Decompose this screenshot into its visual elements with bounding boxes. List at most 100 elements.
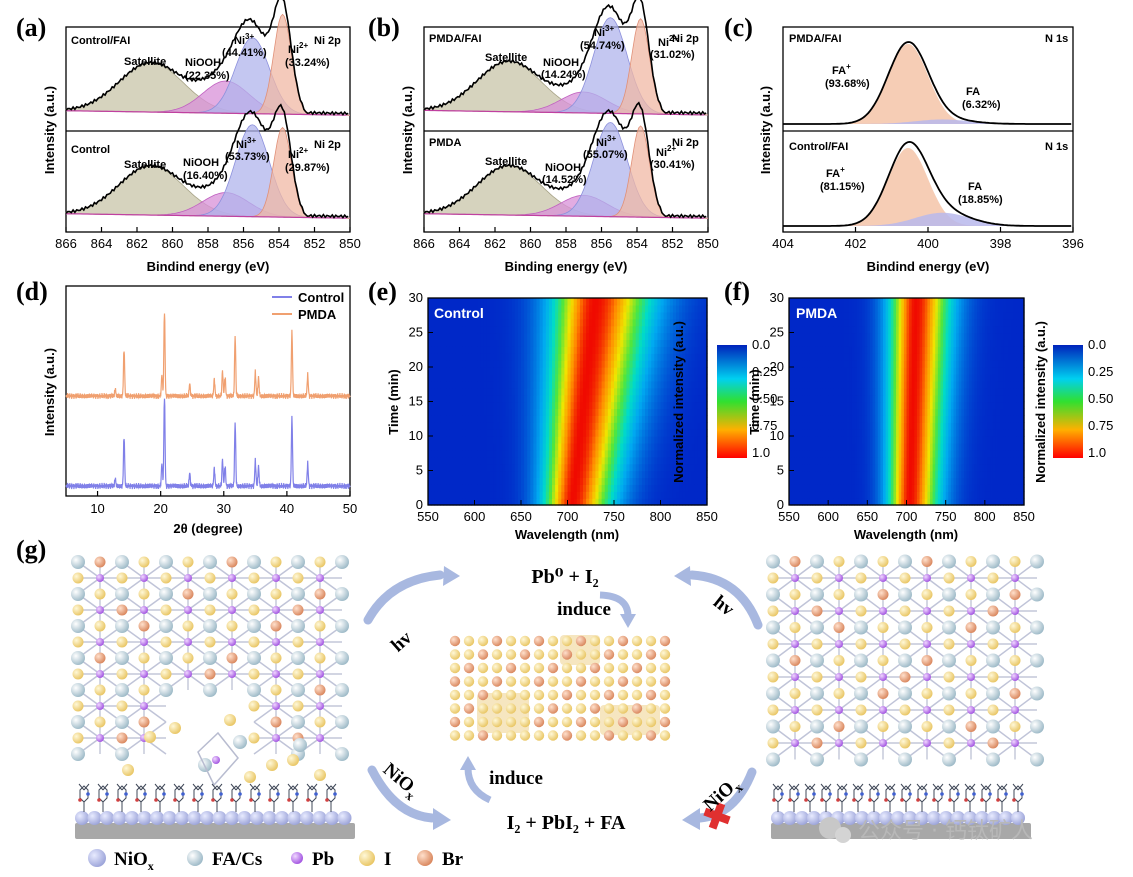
e-map-cell: [502, 339, 507, 347]
f-map-cell: [1021, 353, 1025, 361]
e-map-cell: [434, 429, 438, 437]
e-map-cell: [595, 311, 600, 320]
f-map-cell: [838, 360, 842, 368]
e-map-cell: [651, 304, 655, 313]
e-map-cell: [511, 463, 516, 472]
f-map-cell: [1018, 367, 1022, 375]
e-map-cell: [493, 332, 497, 340]
e-map-cell: [514, 429, 519, 437]
b-bot-nioh: NiOOH: [545, 162, 581, 174]
f-map-cell: [812, 449, 816, 458]
f-map-cell: [984, 353, 989, 361]
f-map-cell: [922, 470, 926, 478]
f-map-cell: [862, 353, 866, 361]
e-map-cell: [471, 304, 476, 313]
e-map-cell: [570, 415, 575, 423]
e-map-cell: [669, 380, 674, 389]
e-map-cell: [654, 498, 658, 506]
f-map-cell: [914, 353, 918, 361]
e-map-cell: [459, 463, 463, 472]
e-map-cell: [496, 387, 500, 396]
f-map-cell: [802, 442, 806, 451]
panel-d-patterns: [65, 313, 351, 490]
f-map-cell: [794, 380, 798, 389]
f-map-cell: [812, 429, 816, 437]
f-map-cell: [911, 401, 915, 409]
e-map-cell: [511, 429, 516, 437]
e-map-cell: [641, 332, 646, 340]
e-map-cell: [579, 491, 584, 499]
e-map-cell: [483, 449, 488, 458]
e-map-cell: [607, 304, 612, 313]
e-map-cell: [626, 491, 631, 499]
e-map-cell: [641, 353, 646, 361]
e-map-cell: [604, 380, 609, 389]
e-map-cell: [499, 491, 503, 499]
e-map-cell: [610, 415, 615, 423]
f-map-cell: [1005, 470, 1009, 478]
e-map-cell: [496, 346, 500, 354]
f-map-cell: [984, 373, 989, 382]
e-map-cell: [471, 477, 476, 485]
e-map-cell: [604, 373, 609, 382]
f-map-cell: [1021, 491, 1025, 499]
e-map-cell: [533, 422, 538, 430]
e-map-cell: [465, 436, 469, 444]
e-map-cell: [623, 360, 627, 368]
f-map-cell: [990, 415, 994, 423]
e-map-cell: [536, 463, 541, 472]
e-map-cell: [648, 477, 652, 485]
e-map-cell: [614, 373, 618, 382]
e-map-cell: [564, 484, 569, 492]
f-map-cell: [906, 484, 910, 492]
e-map-cell: [462, 360, 466, 368]
e-map-cell: [548, 339, 553, 347]
e-map-cell: [645, 367, 649, 375]
e-map-cell: [641, 325, 646, 334]
f-map-cell: [849, 463, 853, 472]
e-map-cell: [589, 353, 593, 361]
e-map-cell: [654, 311, 658, 320]
panel-label-a: (a): [16, 13, 46, 42]
a-ticks-tick-label: 860: [162, 236, 184, 251]
e-map-cell: [505, 346, 510, 354]
f-map-cell: [820, 346, 824, 354]
e-map-cell: [604, 367, 609, 375]
e-map-cell: [499, 401, 503, 409]
e-map-cell: [604, 422, 609, 430]
e-map-cell: [552, 484, 556, 492]
f-map-cell: [817, 367, 821, 375]
f-map-cell: [817, 387, 821, 396]
e-map-cell: [570, 311, 575, 320]
e-map-cell: [514, 484, 519, 492]
f-map-cell: [796, 339, 801, 347]
f-map-cell: [924, 484, 928, 492]
f-map-cell: [903, 373, 908, 382]
e-map-cell: [527, 394, 531, 403]
e-map-cell: [496, 449, 500, 458]
f-map-cell: [963, 456, 968, 465]
e-map-cell: [524, 463, 528, 472]
e-map-cell: [511, 380, 516, 389]
e-map-cell: [471, 298, 476, 306]
f-map-cell: [841, 477, 845, 485]
f-map-cell: [825, 394, 829, 403]
e-map-cell: [663, 456, 668, 465]
e-map-cell: [545, 484, 550, 492]
f-map-cell: [888, 491, 892, 499]
e-map-cell: [660, 325, 665, 334]
e-map-cell: [499, 456, 503, 465]
e-map-cell: [434, 346, 438, 354]
f-map-cell: [979, 436, 983, 444]
e-map-cell: [598, 429, 603, 437]
f-map-cell: [974, 401, 978, 409]
e-map-cell: [632, 325, 637, 334]
e-map-cell: [539, 484, 544, 492]
e-map-cell: [607, 332, 612, 340]
e-map-cell: [524, 429, 528, 437]
e-map-cell: [623, 470, 627, 478]
f-map-cell: [1013, 353, 1017, 361]
e-map-cell: [632, 311, 637, 320]
e-map-cell: [682, 401, 686, 409]
e-map-cell: [651, 360, 655, 368]
